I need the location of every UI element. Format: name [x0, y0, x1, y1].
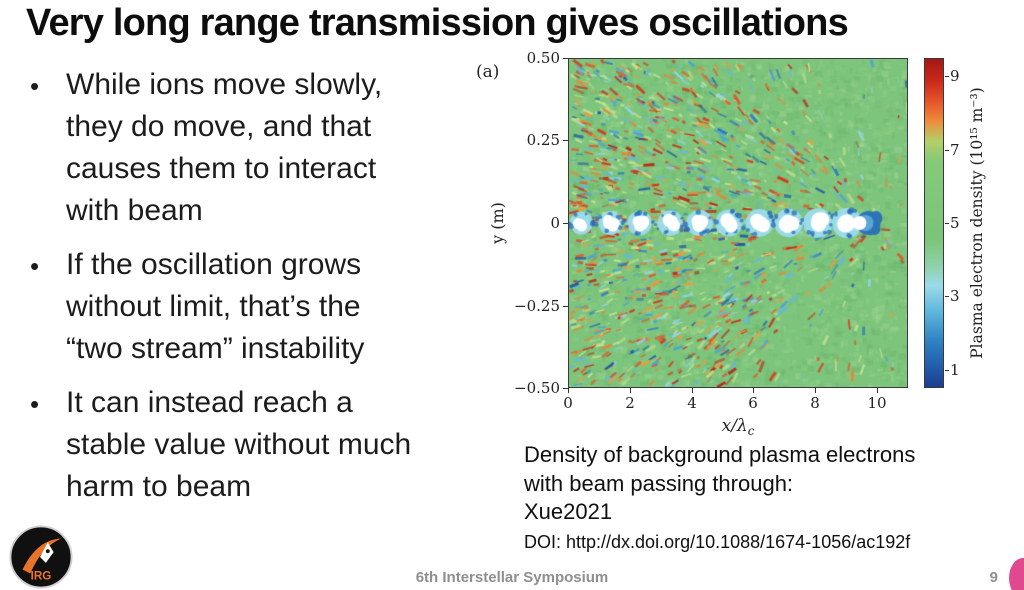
colorbar-tick-label: 7 — [950, 141, 960, 159]
figure-caption: Density of background plasma electrons w… — [524, 442, 916, 525]
bullet-item: • If the oscillation grows without limit… — [30, 244, 530, 370]
bullet-marker: • — [30, 71, 40, 101]
bullet-marker: • — [30, 251, 40, 281]
x-tick-mark — [692, 388, 693, 393]
colorbar-tick-mark — [945, 223, 949, 224]
logo-text: IRG — [31, 569, 52, 582]
colorbar-tick-mark — [945, 370, 949, 371]
swoosh-icon — [22, 538, 62, 574]
slide-title: Very long range transmission gives oscil… — [26, 2, 849, 44]
y-tick-mark — [563, 140, 568, 141]
colorbar-tick-label: 9 — [950, 67, 960, 85]
y-tick-mark — [563, 306, 568, 307]
x-tick-label: 0 — [563, 394, 573, 412]
footer-conference: 6th Interstellar Symposium — [415, 569, 609, 586]
bullet-marker: • — [30, 389, 40, 419]
rocket-window — [45, 549, 50, 554]
y-tick-label: 0.50 — [526, 49, 560, 67]
x-tick-mark — [877, 388, 878, 393]
colorbar-tick-mark — [945, 296, 949, 297]
y-tick-label: −0.25 — [514, 297, 560, 315]
x-tick-mark — [815, 388, 816, 393]
bullet-list: • While ions move slowly, they do move, … — [30, 64, 530, 520]
plot-frame — [568, 58, 908, 388]
x-axis-label-main: x/λ — [721, 416, 748, 436]
panel-label: (a) — [476, 62, 500, 82]
y-tick-mark — [563, 223, 568, 224]
colorbar-gradient — [924, 58, 944, 388]
colorbar-tick-mark — [945, 76, 949, 77]
page-number: 9 — [989, 569, 998, 586]
x-tick-label: 2 — [625, 394, 635, 412]
bullet-text: It can instead reach a stable value with… — [66, 386, 412, 503]
x-tick-mark — [568, 388, 569, 393]
colorbar-tick-label: 3 — [950, 287, 960, 305]
figure-caption-doi: DOI: http://dx.doi.org/10.1088/1674-1056… — [524, 532, 911, 552]
y-tick-mark — [563, 388, 568, 389]
irg-logo: IRG — [9, 525, 73, 589]
plasma-density-plot — [569, 59, 907, 387]
bullet-item: • While ions move slowly, they do move, … — [30, 64, 530, 232]
y-tick-label: 0.25 — [526, 131, 560, 149]
colorbar-tick-label: 1 — [950, 361, 960, 379]
x-axis-label: x/λc — [678, 416, 798, 438]
bullet-item: • It can instead reach a stable value wi… — [30, 382, 530, 508]
colorbar-axis-label: Plasma electron density (10¹⁵ m⁻³) — [968, 87, 986, 359]
x-tick-label: 10 — [867, 394, 887, 412]
y-axis-label: y (m) — [488, 202, 507, 244]
x-tick-mark — [630, 388, 631, 393]
y-tick-mark — [563, 58, 568, 59]
colorbar-tick-mark — [945, 150, 949, 151]
x-tick-label: 4 — [687, 394, 697, 412]
colorbar-tick-label: 5 — [950, 214, 960, 232]
x-tick-mark — [753, 388, 754, 393]
x-tick-label: 8 — [810, 394, 820, 412]
x-tick-label: 6 — [748, 394, 758, 412]
corner-accent-shape — [1009, 558, 1024, 590]
bullet-text: While ions move slowly, they do move, an… — [66, 68, 383, 227]
density-figure: (a) y (m) 0.50 0.25 0 −0.25 −0.50 0 2 4 … — [468, 44, 1024, 444]
y-tick-label: 0 — [550, 214, 560, 232]
bullet-text: If the oscillation grows without limit, … — [66, 248, 365, 365]
y-tick-label: −0.50 — [514, 379, 560, 397]
x-axis-label-subscript: c — [747, 424, 755, 439]
